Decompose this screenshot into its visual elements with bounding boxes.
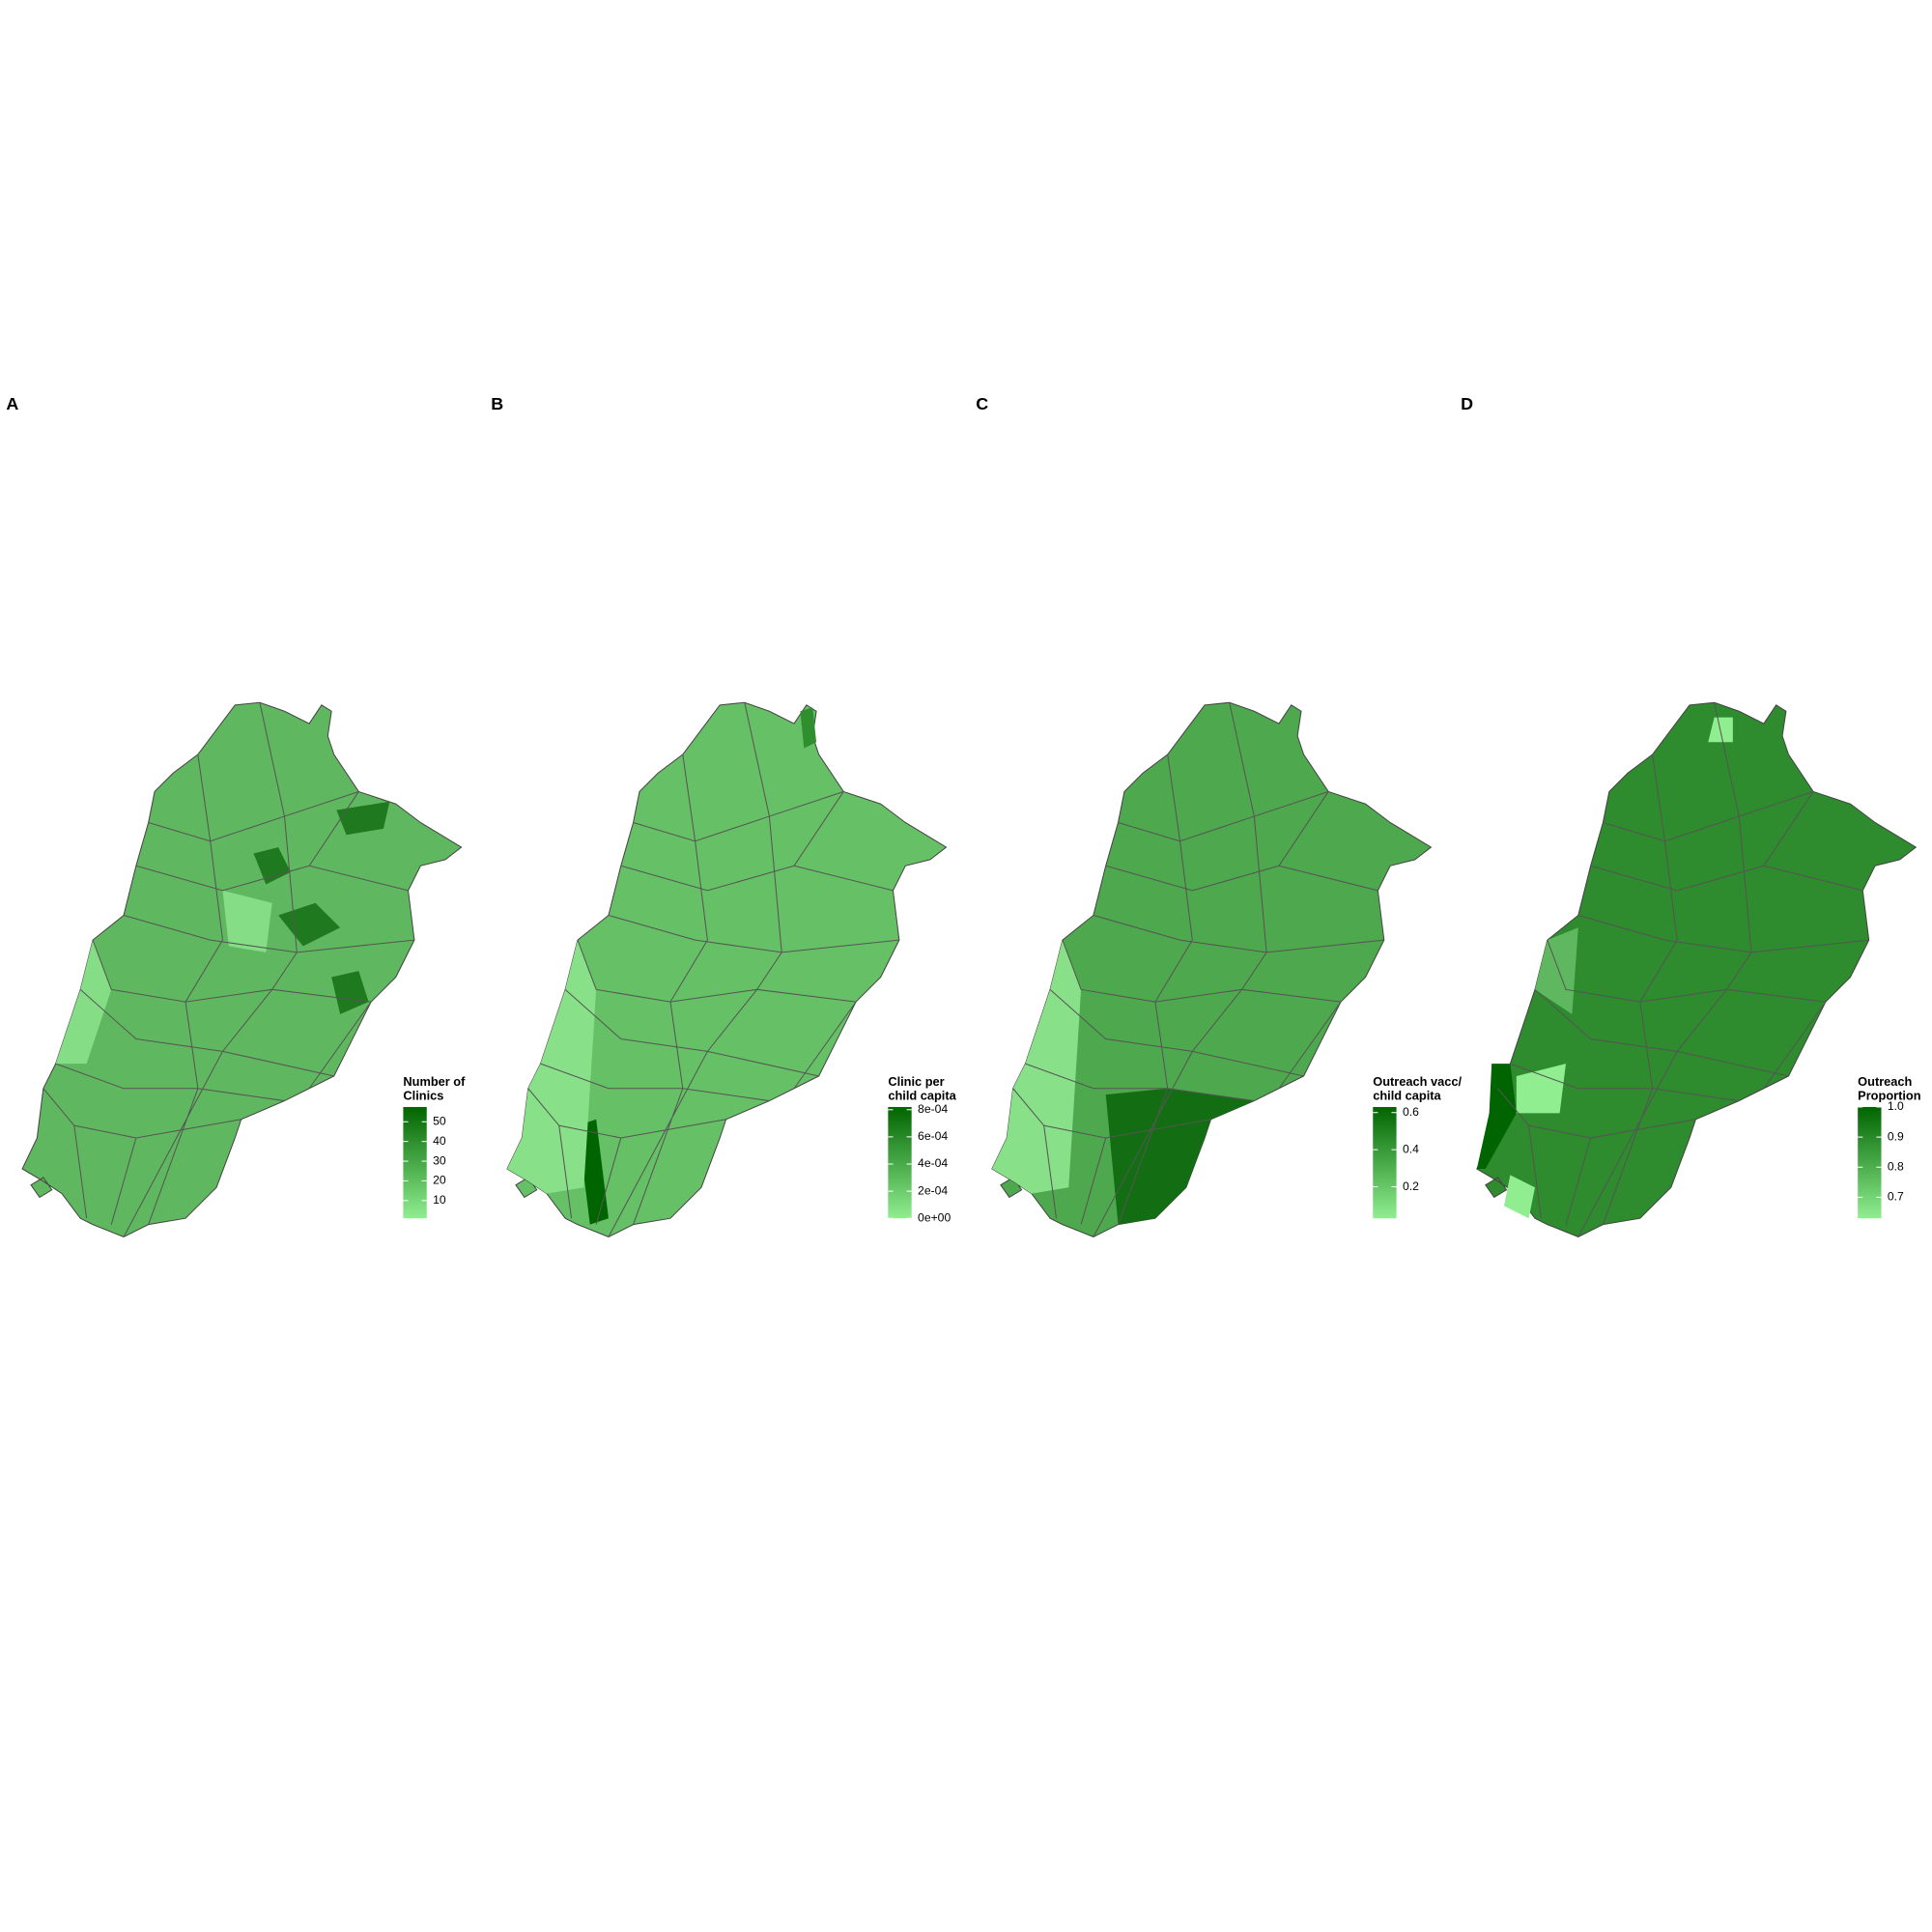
region bbox=[253, 801, 390, 1014]
tick-label: 8e-04 bbox=[918, 1102, 948, 1116]
map-c bbox=[991, 701, 1433, 1238]
region bbox=[506, 940, 597, 1194]
tick-label: 1.0 bbox=[1888, 1099, 1904, 1113]
tick-label: 40 bbox=[433, 1134, 446, 1148]
panel-label: B bbox=[491, 394, 503, 413]
tick-label: 0.2 bbox=[1403, 1179, 1419, 1193]
region bbox=[1476, 1064, 1517, 1169]
legend-title: Clinic per bbox=[888, 1074, 944, 1089]
tick-label: 0.6 bbox=[1403, 1105, 1419, 1119]
colorbar bbox=[403, 1106, 427, 1219]
colorbar bbox=[888, 1106, 912, 1219]
region bbox=[800, 707, 817, 749]
tick-label: 0.8 bbox=[1888, 1159, 1904, 1173]
tick-label: 0.4 bbox=[1403, 1142, 1419, 1155]
tick-label: 4e-04 bbox=[918, 1156, 948, 1170]
tick-label: 10 bbox=[433, 1193, 446, 1207]
tick-label: 2e-04 bbox=[918, 1183, 948, 1197]
region bbox=[1534, 927, 1578, 1014]
region bbox=[1105, 1088, 1255, 1225]
legend-title: Number of bbox=[403, 1074, 466, 1089]
colorbar bbox=[1858, 1106, 1882, 1219]
region bbox=[55, 890, 272, 1065]
panel-label: A bbox=[6, 394, 18, 413]
tick-label: 50 bbox=[433, 1114, 446, 1127]
legend-title: Outreach vacc/ bbox=[1373, 1074, 1462, 1089]
legend-title: Outreach bbox=[1858, 1074, 1912, 1089]
panel: C Outreach vacc/child capita 0.2 0.4 0.6 bbox=[976, 394, 1462, 1219]
maps bbox=[21, 701, 1917, 1238]
map-b bbox=[506, 701, 948, 1238]
legend-title: child capita bbox=[1373, 1088, 1441, 1102]
map-a bbox=[21, 701, 463, 1238]
tick-label: 20 bbox=[433, 1174, 446, 1187]
tick-label: 0e+00 bbox=[918, 1210, 951, 1224]
tick-label: 0.7 bbox=[1888, 1190, 1904, 1204]
legend-title: Clinics bbox=[403, 1088, 443, 1102]
colorbar bbox=[1373, 1106, 1397, 1219]
region bbox=[1503, 717, 1733, 1219]
panel-label: C bbox=[976, 394, 988, 413]
panel-label: D bbox=[1461, 394, 1473, 413]
legend-title: Proportion bbox=[1858, 1088, 1921, 1102]
region bbox=[991, 940, 1082, 1194]
legend-title: child capita bbox=[888, 1088, 956, 1102]
tick-label: 0.9 bbox=[1888, 1129, 1904, 1143]
tick-label: 6e-04 bbox=[918, 1129, 948, 1143]
tick-label: 30 bbox=[433, 1153, 446, 1167]
map-d bbox=[1476, 701, 1917, 1238]
